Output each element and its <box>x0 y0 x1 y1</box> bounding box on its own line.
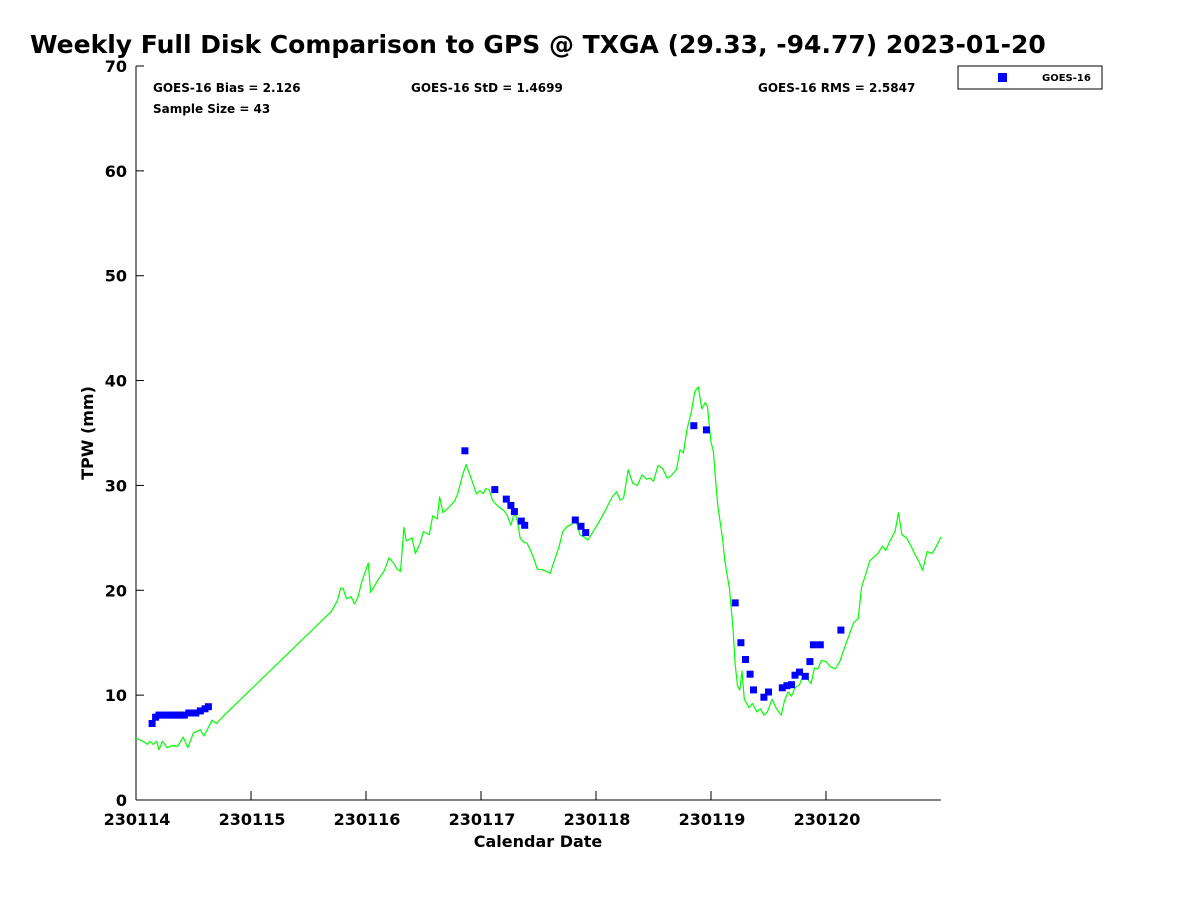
y-ticks: 0 10 20 30 40 50 60 70 <box>105 57 144 810</box>
goes16-point <box>737 639 745 647</box>
goes16-point <box>702 426 710 434</box>
x-tick-label: 230116 <box>334 810 401 829</box>
goes16-point <box>809 641 817 649</box>
goes16-point <box>158 711 166 719</box>
goes16-point <box>148 720 156 727</box>
y-tick-label: 40 <box>105 372 127 391</box>
gps-tpw-line <box>135 386 942 751</box>
goes16-point <box>783 682 791 690</box>
x-tick-label: 230118 <box>564 810 631 829</box>
x-tick-label: 230119 <box>679 810 746 829</box>
goes16-point <box>571 516 579 524</box>
goes16-point <box>796 668 803 676</box>
rms-stat: GOES-16 RMS = 2.5847 <box>758 81 915 95</box>
y-tick-label: 0 <box>116 791 127 810</box>
x-ticks: 230114 230115 230116 230117 230118 230119 2301… <box>104 791 861 829</box>
goes16-point <box>577 522 585 530</box>
goes16-point <box>806 658 814 666</box>
goes16-point <box>521 521 529 529</box>
goes16-point <box>180 711 188 719</box>
goes16-point <box>507 501 515 509</box>
y-axis-label: TPW (mm) <box>78 386 97 480</box>
goes16-point <box>502 495 510 503</box>
x-tick-label: 230114 <box>104 810 171 829</box>
goes16-point <box>778 684 786 692</box>
y-tick-label: 50 <box>105 267 127 286</box>
goes16-point <box>791 671 799 679</box>
legend: GOES-16 <box>957 65 1103 90</box>
sample-size-stat: Sample Size = 43 <box>153 102 270 116</box>
goes16-point <box>816 641 824 649</box>
goes16-point <box>510 508 518 516</box>
bias-stat: GOES-16 Bias = 2.126 <box>153 81 301 95</box>
std-stat: GOES-16 StD = 1.4699 <box>411 81 563 95</box>
legend-label-goes16: GOES-16 <box>1042 73 1091 84</box>
x-tick-label: 230115 <box>219 810 286 829</box>
goes16-point <box>491 486 499 494</box>
goes16-point <box>690 422 698 430</box>
goes16-point <box>746 670 754 678</box>
y-tick-label: 70 <box>105 57 127 76</box>
goes16-point <box>765 688 772 696</box>
goes16-point <box>837 626 845 634</box>
goes16-point <box>750 686 757 694</box>
x-tick-label: 230117 <box>449 810 516 829</box>
goes16-point <box>204 703 212 711</box>
chart-title: Weekly Full Disk Comparison to GPS @ TXG… <box>30 30 1046 59</box>
y-tick-label: 60 <box>105 162 127 181</box>
goes16-point <box>788 681 795 689</box>
x-axis-label: Calendar Date <box>474 832 603 851</box>
goes16-point <box>461 447 469 455</box>
goes16-point <box>517 517 525 525</box>
goes16-point <box>801 672 809 680</box>
legend-box <box>957 65 1103 90</box>
goes16-point <box>731 599 739 607</box>
y-tick-label: 20 <box>105 581 127 600</box>
goes16-scatter-series <box>148 422 845 727</box>
legend-marker-goes16 <box>998 73 1007 82</box>
y-tick-label: 10 <box>105 686 127 705</box>
goes16-point <box>742 656 749 663</box>
goes16-point <box>192 709 200 717</box>
goes16-point <box>196 707 204 715</box>
gps-line-series <box>135 386 942 751</box>
y-tick-label: 30 <box>105 476 127 495</box>
goes16-point <box>582 529 590 537</box>
goes16-point <box>760 693 768 701</box>
x-tick-label: 230120 <box>794 810 861 829</box>
